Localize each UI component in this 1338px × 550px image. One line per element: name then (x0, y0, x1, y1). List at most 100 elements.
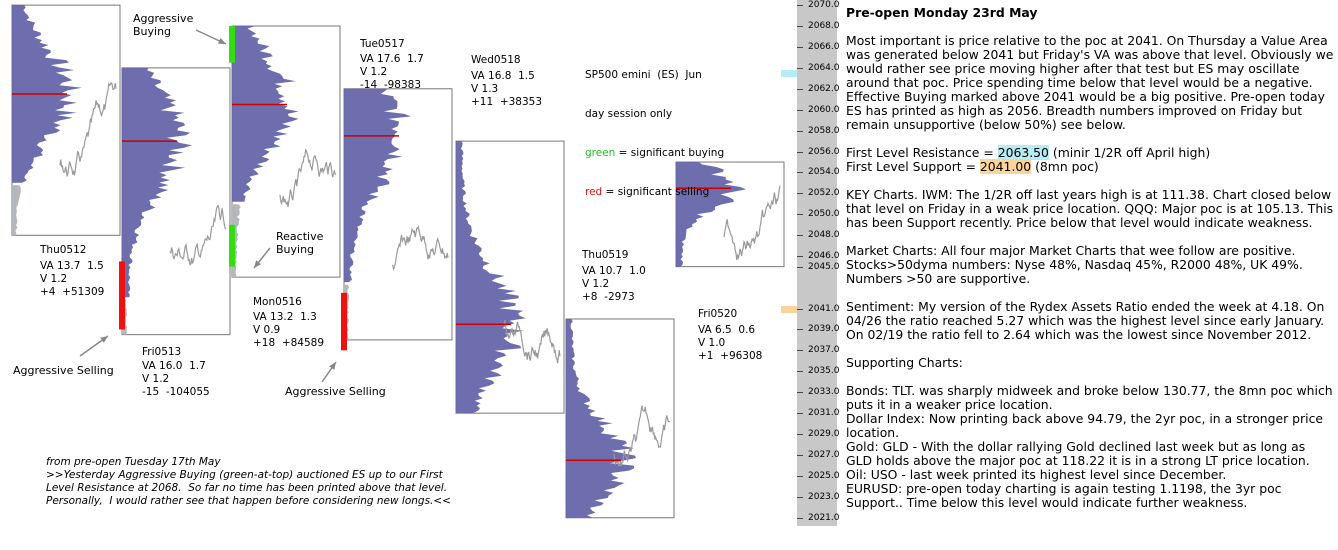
axis-tick-label: 2037.0 (808, 345, 840, 356)
axis-tick-mark (797, 130, 803, 132)
axis-tick-mark (797, 517, 803, 519)
value-area-profile-mon0516 (232, 26, 299, 202)
market-profile-chart (11, 4, 785, 519)
axis-tick-mark (797, 88, 803, 90)
axis-tick-mark (797, 109, 803, 111)
axis-tick-label: 2031.0 (808, 408, 840, 419)
chart-legend: SP500 emini (ES) Jun day session only gr… (585, 43, 724, 212)
axis-tick-mark (797, 350, 803, 352)
session-stats-wed0518: VA 16.8 1.5 V 1.3 +11 +38353 (471, 70, 543, 108)
value-area-profile-fri0513 (122, 67, 192, 298)
commentary-levels: First Level Resistance = 2063.50 (minir … (846, 145, 1211, 174)
axis-tick-label: 2058.0 (808, 125, 840, 136)
commentary-panel: Pre-open Monday 23rd May Most important … (846, 6, 1334, 510)
axis-tick-label: 2070.0 (808, 0, 840, 11)
session-stats-tue0517: VA 17.6 1.7 V 1.2 -14 -98383 (360, 53, 424, 91)
arrow-reactive-buying-head (254, 260, 262, 268)
axis-tick-mark (797, 46, 803, 48)
axis-tick-mark (797, 5, 803, 7)
outer-profile-thu0512 (12, 185, 21, 236)
price-trace-fri0513 (169, 204, 227, 266)
commentary-supporting-heading: Supporting Charts: (846, 355, 963, 370)
axis-tick-label: 2021.0 (808, 512, 840, 523)
axis-tick-mark (797, 308, 803, 310)
legend-selling: red = significant selling (585, 186, 710, 198)
resistance-value: 2063.50 (997, 145, 1049, 160)
axis-tick-label: 2046.0 (808, 251, 840, 262)
axis-tick-mark (797, 434, 803, 436)
buy-marker-mon0516-1 (229, 224, 235, 267)
price-trace-tue0517 (391, 225, 449, 272)
axis-tick-mark (797, 193, 803, 195)
arrow-aggressive-selling-2-head (329, 362, 336, 370)
value-area-profile-wed0518 (456, 141, 526, 414)
axis-tick-mark (797, 475, 803, 477)
session-label-tue0517: Tue0517 (360, 38, 405, 50)
commentary-title: Pre-open Monday 23rd May (846, 5, 1038, 20)
axis-tick-mark (797, 371, 803, 373)
axis-tick-label: 2041.0 (808, 303, 840, 314)
annotation-aggressive-buying: Aggressive Buying (133, 12, 194, 38)
axis-tick-label: 2066.0 (808, 41, 840, 52)
session-label-wed0518: Wed0518 (471, 54, 521, 66)
axis-tick-mark (797, 151, 803, 153)
legend-instrument: SP500 emini (ES) Jun (585, 69, 702, 81)
annotation-aggressive-selling-1: Aggressive Selling (13, 364, 114, 377)
price-axis: 2070.0 2068.0 2066.0 2064.0 2062.0 2060.0 2058… (797, 0, 840, 526)
axis-tick-label: 2023.0 (808, 491, 840, 502)
resistance-marker (781, 70, 797, 78)
price-trace-thu0512 (59, 82, 117, 177)
axis-tick-label: 2062.0 (808, 83, 840, 94)
axis-tick-label: 2025.0 (808, 470, 840, 481)
axis-tick-mark (797, 256, 803, 258)
axis-tick-label: 2056.0 (808, 146, 840, 157)
session-label-mon0516: Mon0516 (253, 296, 302, 308)
value-area-profile-thu0519 (566, 318, 636, 518)
axis-tick-mark (797, 413, 803, 415)
commentary-market-charts: Market Charts: All four major Market Cha… (846, 243, 1303, 286)
arrow-aggressive-selling-1-head (100, 336, 108, 343)
session-stats-fri0513: VA 16.0 1.7 V 1.2 -15 -104055 (142, 360, 210, 398)
commentary-eurusd: EURUSD: pre-open today charting is again… (846, 481, 1282, 510)
buy-marker-mon0516-0 (229, 26, 235, 63)
axis-tick-mark (797, 235, 803, 237)
axis-tick-label: 2064.0 (808, 62, 840, 73)
axis-tick-mark (797, 26, 803, 28)
session-label-fri0520: Fri0520 (698, 308, 738, 320)
axis-tick-mark (797, 392, 803, 394)
session-stats-thu0519: VA 10.7 1.0 V 1.2 +8 -2973 (582, 265, 646, 303)
axis-tick-mark (797, 496, 803, 498)
support-marker (781, 305, 797, 313)
sell-marker-fri0513-0 (119, 261, 125, 330)
axis-tick-mark (797, 172, 803, 174)
price-trace-wed0518 (503, 319, 561, 364)
price-trace-thu0519 (613, 405, 671, 467)
axis-tick-mark (797, 214, 803, 216)
support-value: 2041.00 (979, 159, 1032, 174)
commentary-bonds: Bonds: TLT. was sharply midweek and brok… (846, 383, 1333, 412)
axis-tick-label: 2050.0 (808, 209, 840, 220)
prior-note: from pre-open Tuesday 17th May >>Yesterd… (46, 456, 451, 507)
axis-tick-label: 2029.0 (808, 429, 840, 440)
axis-tick-label: 2060.0 (808, 104, 840, 115)
session-stats-thu0512: VA 13.7 1.5 V 1.2 +4 +51309 (40, 260, 105, 298)
axis-tick-mark (797, 329, 803, 331)
axis-tick-label: 2048.0 (808, 230, 840, 241)
axis-tick-label: 2054.0 (808, 167, 840, 178)
axis-tick-label: 2052.0 (808, 188, 840, 199)
axis-tick-label: 2045.0 (808, 261, 840, 272)
price-trace-fri0520 (723, 185, 781, 261)
commentary-gold: Gold: GLD - With the dollar rallying Gol… (846, 439, 1310, 468)
annotation-aggressive-selling-2: Aggressive Selling (285, 385, 386, 398)
axis-tick-label: 2027.0 (808, 449, 840, 460)
axis-tick-mark (797, 266, 803, 268)
session-label-fri0513: Fri0513 (142, 346, 182, 358)
axis-tick-label: 2068.0 (808, 21, 840, 32)
commentary-key-charts: KEY Charts. IWM: The 1/2R off last years… (846, 187, 1334, 230)
sell-marker-tue0517-0 (341, 292, 347, 351)
arrow-aggressive-buying-head (218, 38, 226, 44)
commentary-sentiment: Sentiment: My version of the Rydex Asset… (846, 299, 1325, 342)
axis-tick-label: 2039.0 (808, 324, 840, 335)
axis-tick-mark (797, 67, 803, 69)
session-label-thu0519: Thu0519 (582, 249, 629, 261)
